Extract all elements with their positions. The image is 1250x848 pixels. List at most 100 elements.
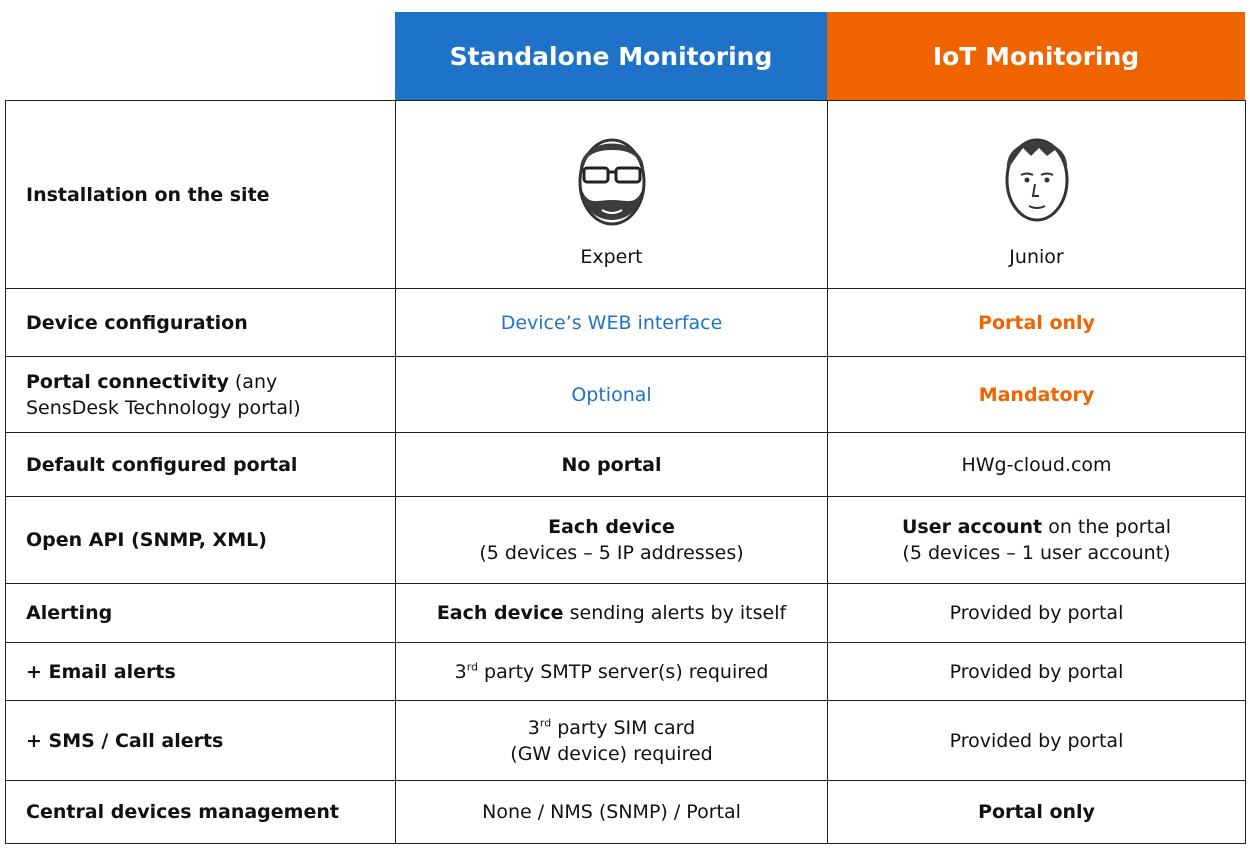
bold-text: Portal connectivity xyxy=(26,370,229,393)
table-row: Open API (SNMP, XML) Each device (5 device… xyxy=(5,496,1246,584)
text-line: No portal xyxy=(396,452,827,478)
text: on the portal xyxy=(1042,516,1171,538)
text-line: Provided by portal xyxy=(828,659,1245,685)
text-line: Each device xyxy=(396,514,827,540)
text: (any xyxy=(228,370,278,393)
text-line: Default configured portal xyxy=(26,452,395,478)
row-label: Portal connectivity (any SensDesk Technol… xyxy=(5,356,396,433)
table-cell: Device’s WEB interface xyxy=(395,288,828,357)
table-row: Central devices management None / NMS (SN… xyxy=(5,780,1246,844)
bold-text: Default configured portal xyxy=(26,453,298,476)
table-cell: Provided by portal xyxy=(827,700,1246,781)
bold-text: + Email alerts xyxy=(26,660,176,683)
text: (GW device) required xyxy=(510,742,713,765)
column-header: IoT Monitoring xyxy=(827,12,1245,100)
table-cell: No portal xyxy=(395,432,828,497)
bold-text: + SMS / Call alerts xyxy=(26,729,224,752)
text-line: Portal only xyxy=(828,799,1245,825)
text: None / NMS (SNMP) / Portal xyxy=(482,801,741,823)
text: Optional xyxy=(571,383,652,406)
text: Provided by portal xyxy=(949,660,1124,683)
table-cell: Mandatory xyxy=(827,356,1246,433)
bold-text: Portal only xyxy=(978,311,1095,334)
table-cell: 3rd party SMTP server(s) required xyxy=(395,642,828,701)
text-line: (5 devices – 1 user account) xyxy=(828,540,1245,566)
table-cell: 3rd party SIM card (GW device) required xyxy=(395,700,828,781)
row-label: Device configuration xyxy=(5,288,396,357)
table-row: Default configured portal No portal HWg-cl… xyxy=(5,432,1246,497)
row-label: Central devices management xyxy=(5,780,396,844)
text: (5 devices – 1 user account) xyxy=(902,542,1171,564)
bold-text: Each device xyxy=(548,516,675,538)
expert-face xyxy=(578,138,645,225)
table-cell: None / NMS (SNMP) / Portal xyxy=(395,780,828,844)
text-line: Device configuration xyxy=(26,310,395,336)
text: 3 xyxy=(454,660,467,683)
table-cell: Portal only xyxy=(827,288,1246,357)
bold-text: Central devices management xyxy=(26,801,339,823)
face-caption: Expert xyxy=(580,245,643,268)
table-cell: Expert xyxy=(395,100,828,289)
text: Provided by portal xyxy=(949,602,1124,624)
text-line: Each device sending alerts by itself xyxy=(396,600,827,626)
text-line: Optional xyxy=(396,382,827,408)
text: sending alerts by itself xyxy=(563,602,787,624)
table-row: Device configuration Device’s WEB interfa… xyxy=(5,288,1246,357)
bold-text: Each device xyxy=(436,602,564,624)
text: SensDesk Technology portal) xyxy=(26,396,301,419)
row-label: + Email alerts xyxy=(5,642,396,701)
text: Provided by portal xyxy=(949,729,1124,752)
text-line: Installation on the site xyxy=(26,182,395,208)
table-cell: Provided by portal xyxy=(827,583,1246,643)
bold-text: User account xyxy=(902,516,1043,538)
text-line: (5 devices – 5 IP addresses) xyxy=(396,540,827,566)
face-caption: Junior xyxy=(1009,245,1064,268)
header-text: Standalone Monitoring xyxy=(449,41,773,71)
text-line: Provided by portal xyxy=(828,600,1245,626)
table-cell: Junior xyxy=(827,100,1246,289)
column-header: Standalone Monitoring xyxy=(395,12,827,100)
table-row: Installation on the site Expert Junior xyxy=(5,100,1246,289)
text-line: Alerting xyxy=(26,600,395,626)
bold-text: Open API (SNMP, XML) xyxy=(26,529,267,551)
text-line: Open API (SNMP, XML) xyxy=(26,527,395,553)
text: Device’s WEB interface xyxy=(500,311,723,334)
table-cell: Optional xyxy=(395,356,828,433)
text: rd xyxy=(466,660,479,674)
table-row: + SMS / Call alerts 3rd party SIM card (GW… xyxy=(5,700,1246,781)
junior-face xyxy=(1005,138,1068,221)
bold-text: Alerting xyxy=(26,602,113,624)
table-cell: Each device sending alerts by itself xyxy=(395,583,828,643)
bold-text: No portal xyxy=(561,453,662,476)
table-cell: Portal only xyxy=(827,780,1246,844)
text-line: Mandatory xyxy=(828,382,1245,408)
row-label: Open API (SNMP, XML) xyxy=(5,496,396,584)
row-label: Installation on the site xyxy=(5,100,396,289)
comparison-table: Installation on the site Expert Junior De… xyxy=(5,100,1246,844)
text-line: Portal connectivity (any xyxy=(26,369,395,395)
text-line: 3rd party SMTP server(s) required xyxy=(396,659,827,685)
table-cell: HWg-cloud.com xyxy=(827,432,1246,497)
table-cell: User account on the portal (5 devices – 1… xyxy=(827,496,1246,584)
table-cell: Each device (5 devices – 5 IP addresses) xyxy=(395,496,828,584)
header-text: IoT Monitoring xyxy=(932,41,1140,71)
text-line: + Email alerts xyxy=(26,659,395,685)
table-row: + Email alerts 3rd party SMTP server(s) r… xyxy=(5,642,1246,701)
text-line: Central devices management xyxy=(26,799,395,825)
text: 3 xyxy=(527,716,540,739)
text-line: None / NMS (SNMP) / Portal xyxy=(396,799,827,825)
bold-text: Portal only xyxy=(978,801,1095,823)
text-line: + SMS / Call alerts xyxy=(26,728,395,754)
table-row: Portal connectivity (any SensDesk Technol… xyxy=(5,356,1246,433)
text: party SMTP server(s) required xyxy=(478,660,769,683)
text: (5 devices – 5 IP addresses) xyxy=(479,542,744,564)
table-cell: Provided by portal xyxy=(827,642,1246,701)
text: HWg-cloud.com xyxy=(961,453,1112,476)
row-label: Default configured portal xyxy=(5,432,396,497)
table-row: Alerting Each device sending alerts by it… xyxy=(5,583,1246,643)
text-line: 3rd party SIM card xyxy=(396,715,827,741)
text-line: (GW device) required xyxy=(396,741,827,767)
text-line: Device’s WEB interface xyxy=(396,310,827,336)
text-line: HWg-cloud.com xyxy=(828,452,1245,478)
